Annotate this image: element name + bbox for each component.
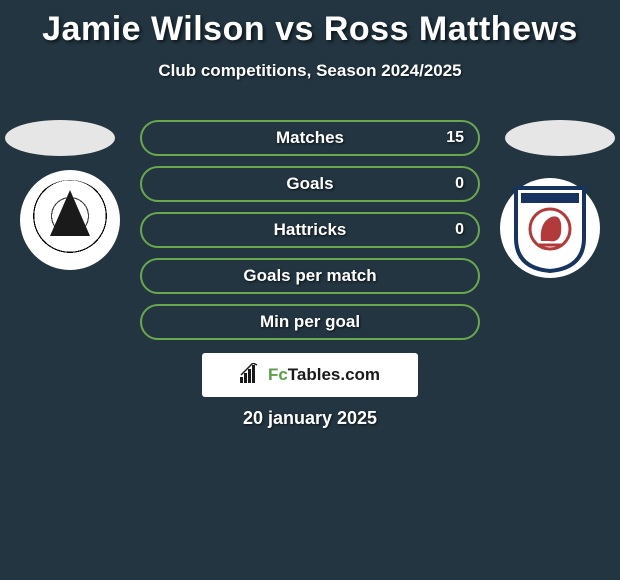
brand-text: FcTables.com [268,365,380,385]
barchart-icon [240,363,262,388]
stat-value-right: 0 [455,221,464,239]
raith-badge-icon [511,183,589,273]
date-text: 20 january 2025 [0,408,620,429]
stat-row-min-per-goal: Min per goal [140,304,480,340]
brand-prefix: Fc [268,365,288,384]
subtitle: Club competitions, Season 2024/2025 [0,61,620,81]
stat-row-hattricks: Hattricks 0 [140,212,480,248]
stat-row-matches: Matches 15 [140,120,480,156]
player-oval-right [505,120,615,156]
stat-label: Goals per match [243,266,376,286]
stat-value-right: 0 [455,175,464,193]
stat-row-goals: Goals 0 [140,166,480,202]
page-title: Jamie Wilson vs Ross Matthews [0,0,620,49]
stat-label: Hattricks [274,220,347,240]
falkirk-badge-icon [30,180,110,260]
stat-value-right: 15 [446,129,464,147]
player-oval-left [5,120,115,156]
stat-label: Goals [286,174,333,194]
stat-label: Matches [276,128,344,148]
stat-row-goals-per-match: Goals per match [140,258,480,294]
club-badge-right [500,178,600,278]
stats-panel: Matches 15 Goals 0 Hattricks 0 Goals per… [140,120,480,350]
brand-box[interactable]: FcTables.com [202,353,418,397]
stat-label: Min per goal [260,312,360,332]
club-badge-left [20,170,120,270]
brand-suffix: Tables.com [288,365,380,384]
